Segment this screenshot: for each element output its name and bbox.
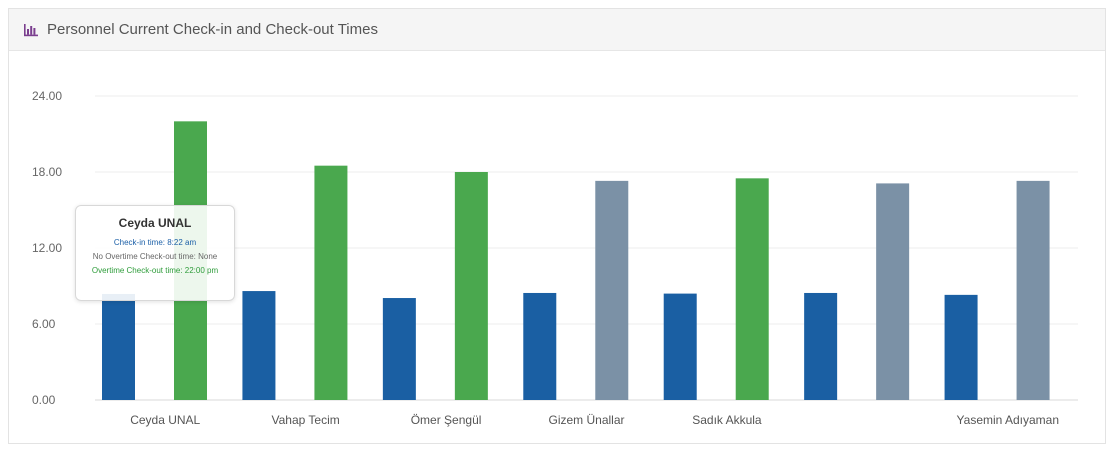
tooltip-title: Ceyda UNAL [118,216,192,230]
bar-checkout[interactable] [1016,180,1050,400]
y-tick-label: 18.00 [32,165,62,179]
x-category-label: Ömer Şengül [411,413,482,427]
tooltip-no-overtime: No Overtime Check-out time: None [92,252,218,261]
x-axis-labels: Ceyda UNAL Vahap Tecim Ömer Şengül Gizem Ün… [130,413,1059,427]
bar-chart-icon [24,23,38,36]
bar-checkout[interactable] [595,180,629,400]
bar-checkin[interactable] [944,294,978,400]
x-category-label: Sadık Akkula [692,413,762,427]
y-axis-ticks: 0.00 6.00 12.00 18.00 24.00 [32,89,62,407]
bar-checkin[interactable] [804,292,838,400]
bars [102,121,1050,400]
y-tick-label: 24.00 [32,89,62,103]
y-tick-label: 6.00 [32,317,56,331]
y-tick-label: 12.00 [32,241,62,255]
bar-checkout[interactable] [876,183,910,400]
y-tick-label: 0.00 [32,393,56,407]
x-category-label: Vahap Tecim [272,413,340,427]
chart-tooltip: Ceyda UNAL Check-in time: 8:22 am No Ove… [75,205,235,301]
tooltip-overtime: Overtime Check-out time: 22:00 pm [91,266,219,275]
bar-checkout[interactable] [735,178,769,400]
bar-checkin[interactable] [242,291,276,400]
x-category-label: Gizem Ünallar [548,413,624,427]
x-category-label: Yasemin Adıyaman [957,413,1060,427]
panel-header: Personnel Current Check-in and Check-out… [9,9,1105,51]
bar-checkin[interactable] [523,292,557,400]
x-category-label: Ceyda UNAL [130,413,200,427]
panel-title: Personnel Current Check-in and Check-out… [47,21,378,38]
bar-checkin[interactable] [663,293,697,400]
bar-checkout[interactable] [454,172,488,400]
bar-checkin[interactable] [382,298,416,400]
bar-checkout[interactable] [314,165,348,400]
tooltip-checkin: Check-in time: 8:22 am [113,238,197,247]
bar-checkin[interactable] [102,293,135,400]
